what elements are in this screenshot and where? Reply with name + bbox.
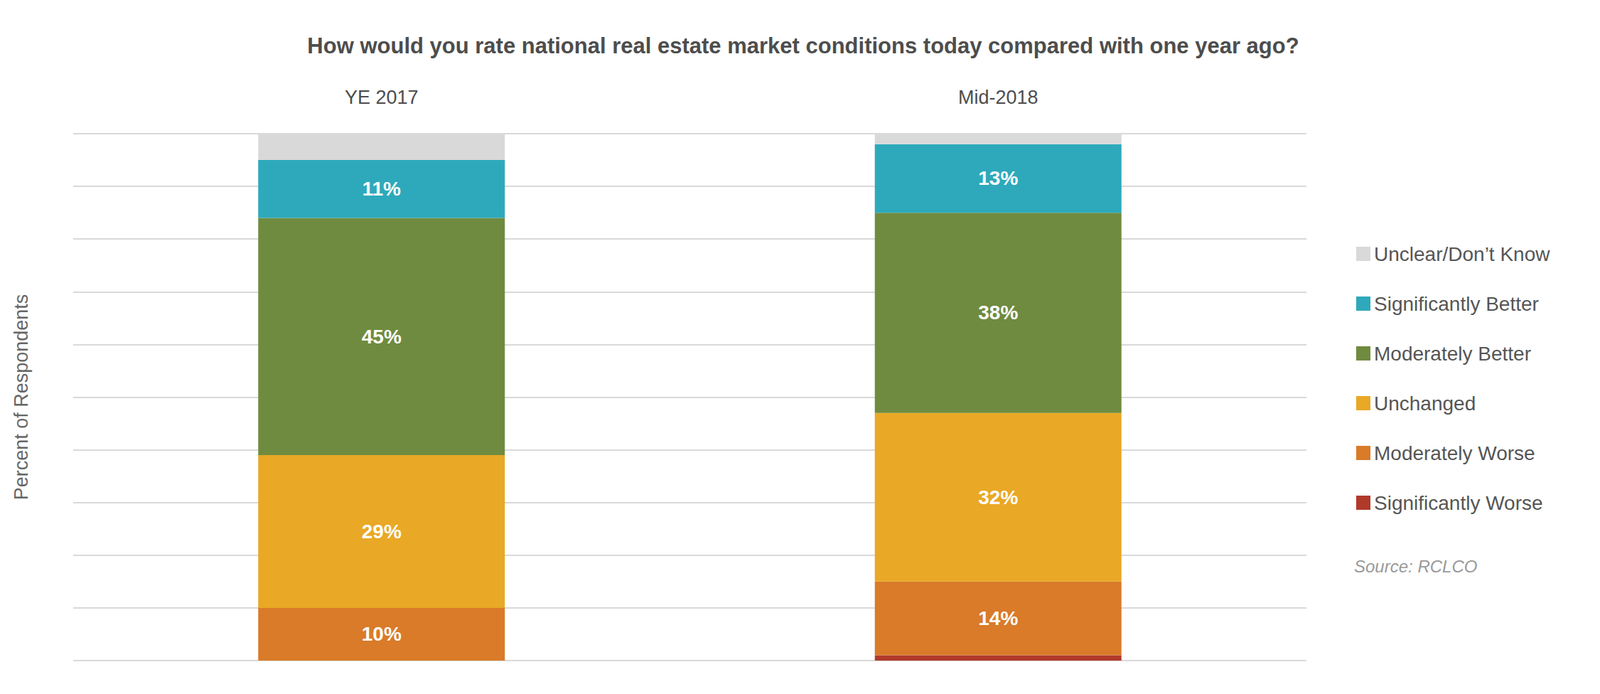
svg-text:How would you rate national re: How would you rate national real estate … (307, 33, 1299, 59)
svg-text:11%: 11% (362, 177, 402, 200)
svg-text:13%: 13% (978, 167, 1018, 190)
svg-text:Unchanged: Unchanged (1373, 392, 1476, 415)
svg-text:Unclear/Don’t Know: Unclear/Don’t Know (1373, 243, 1551, 266)
svg-text:32%: 32% (978, 486, 1018, 509)
svg-text:29%: 29% (361, 520, 402, 543)
svg-text:Moderately Better: Moderately Better (1373, 342, 1532, 365)
svg-text:Moderately Worse: Moderately Worse (1373, 442, 1536, 465)
svg-text:38%: 38% (978, 301, 1018, 324)
svg-text:Mid-2018: Mid-2018 (958, 86, 1039, 109)
svg-text:45%: 45% (361, 325, 402, 348)
svg-text:Source: RCLCO: Source: RCLCO (1354, 556, 1478, 576)
svg-text:Percent of Respondents: Percent of Respondents (10, 294, 32, 501)
svg-text:10%: 10% (361, 622, 402, 645)
svg-text:14%: 14% (978, 607, 1018, 630)
svg-text:Significantly Better: Significantly Better (1373, 292, 1539, 315)
svg-text:Significantly Worse: Significantly Worse (1373, 491, 1544, 514)
svg-text:YE 2017: YE 2017 (344, 86, 419, 109)
